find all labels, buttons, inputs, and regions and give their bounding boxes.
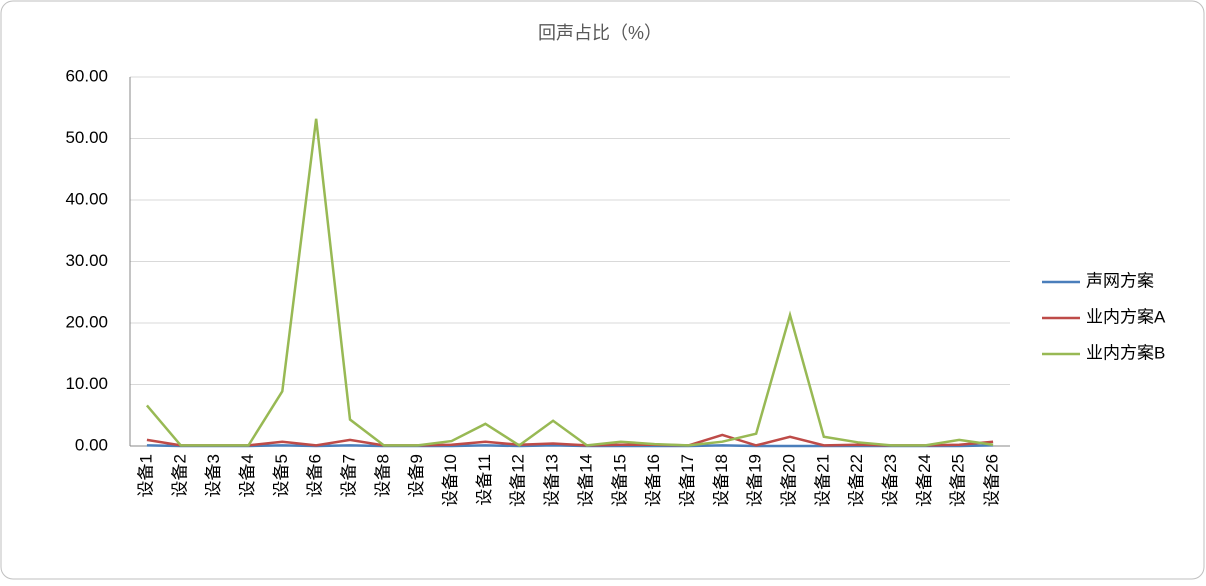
x-tick-label: 设备10 [441, 454, 460, 507]
legend-label: 业内方案A [1086, 307, 1166, 326]
x-tick-label: 设备12 [509, 454, 528, 507]
y-tick-label: 20.00 [65, 312, 108, 331]
x-tick-label: 设备3 [204, 454, 223, 497]
x-tick-label: 设备23 [881, 454, 900, 507]
x-tick-label: 设备21 [813, 454, 832, 507]
series-line [146, 433, 994, 447]
x-tick-label: 设备8 [373, 454, 392, 497]
x-tick-label: 设备6 [306, 454, 325, 497]
x-tick-label: 设备14 [576, 454, 595, 507]
x-tick-label: 设备4 [238, 454, 257, 497]
x-tick-label: 设备19 [746, 454, 765, 507]
y-tick-label: 10.00 [65, 374, 108, 393]
x-tick-label: 设备22 [847, 454, 866, 507]
x-tick-label: 设备7 [339, 454, 358, 497]
series-line [145, 118, 994, 447]
x-tick-label: 设备20 [779, 454, 798, 507]
x-tick-label: 设备13 [543, 454, 562, 507]
x-tick-label: 设备16 [644, 454, 663, 507]
y-tick-label: 30.00 [65, 251, 108, 270]
x-tick-label: 设备25 [949, 454, 968, 507]
x-tick-label: 设备15 [610, 454, 629, 507]
x-tick-label: 设备11 [475, 454, 494, 506]
x-tick-label: 设备1 [136, 454, 155, 497]
y-tick-label: 40.00 [65, 189, 108, 208]
y-tick-label: 50.00 [65, 128, 108, 147]
x-tick-label: 设备18 [712, 454, 731, 507]
x-tick-label: 设备5 [272, 454, 291, 497]
legend-label: 声网方案 [1086, 271, 1154, 290]
y-tick-label: 60.00 [65, 66, 108, 85]
x-tick-label: 设备17 [678, 454, 697, 507]
x-tick-label: 设备24 [915, 454, 934, 507]
chart-title: 回声占比（%） [538, 23, 662, 43]
y-tick-label: 0.00 [75, 435, 108, 454]
x-tick-label: 设备26 [983, 454, 1002, 507]
legend-label: 业内方案B [1086, 343, 1165, 362]
x-tick-label: 设备2 [170, 454, 189, 497]
x-tick-label: 设备9 [407, 454, 426, 497]
